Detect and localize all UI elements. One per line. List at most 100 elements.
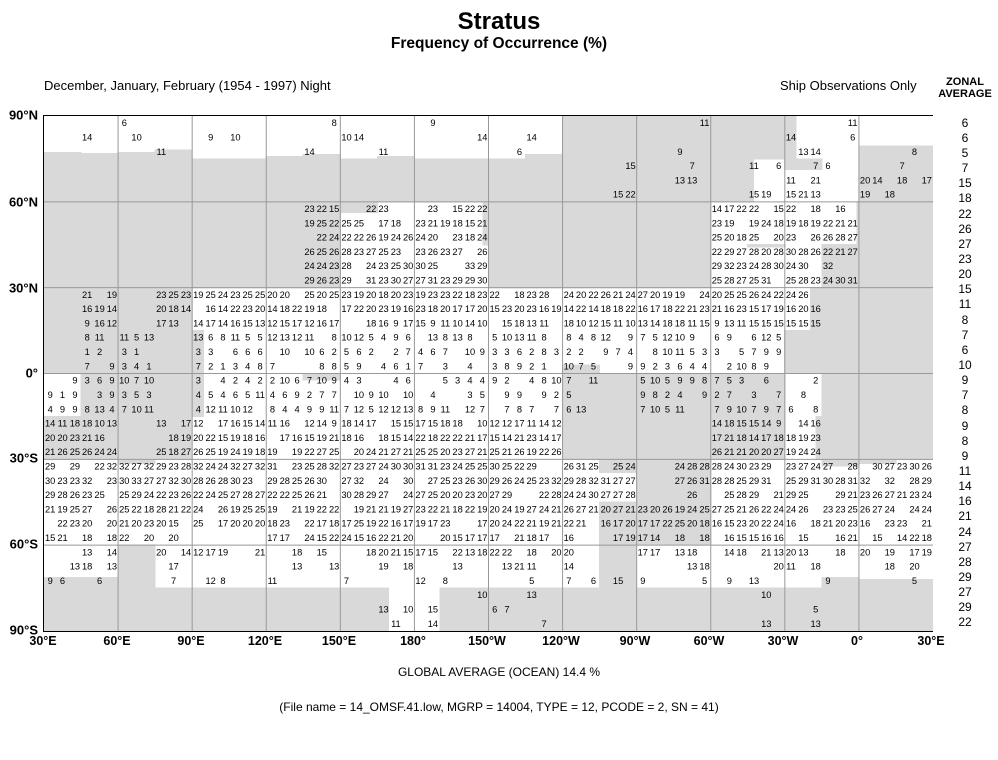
svg-text:12: 12 [415, 576, 425, 586]
svg-text:2: 2 [208, 361, 213, 371]
svg-text:30: 30 [391, 276, 401, 286]
svg-text:22: 22 [588, 290, 598, 300]
svg-text:10: 10 [625, 318, 635, 328]
svg-text:18: 18 [662, 318, 672, 328]
svg-text:18: 18 [885, 190, 895, 200]
svg-text:20: 20 [601, 504, 611, 514]
svg-text:19: 19 [366, 519, 376, 529]
svg-text:23: 23 [428, 290, 438, 300]
svg-text:22: 22 [736, 204, 746, 214]
svg-text:13: 13 [798, 547, 808, 557]
svg-text:11: 11 [58, 419, 68, 429]
svg-text:6: 6 [677, 361, 682, 371]
svg-text:7: 7 [554, 404, 559, 414]
svg-text:13: 13 [428, 333, 438, 343]
svg-text:23: 23 [502, 304, 512, 314]
svg-text:22: 22 [625, 190, 635, 200]
svg-text:10: 10 [736, 404, 746, 414]
svg-text:18: 18 [601, 304, 611, 314]
svg-text:21: 21 [687, 304, 697, 314]
svg-text:9: 9 [393, 333, 398, 343]
svg-text:28: 28 [280, 476, 290, 486]
svg-text:26: 26 [798, 290, 808, 300]
svg-text:11: 11 [379, 147, 389, 157]
svg-text:25: 25 [168, 290, 178, 300]
svg-text:25: 25 [292, 490, 302, 500]
svg-text:21: 21 [774, 490, 784, 500]
svg-text:23: 23 [848, 519, 858, 529]
svg-text:23: 23 [736, 261, 746, 271]
svg-text:21: 21 [736, 504, 746, 514]
svg-text:5: 5 [134, 390, 139, 400]
svg-text:17: 17 [539, 533, 549, 543]
svg-text:25: 25 [724, 290, 734, 300]
svg-text:20: 20 [798, 304, 808, 314]
svg-text:8: 8 [443, 333, 448, 343]
svg-text:22: 22 [625, 304, 635, 314]
svg-text:19: 19 [267, 447, 277, 457]
svg-text:20: 20 [391, 290, 401, 300]
svg-text:17: 17 [156, 318, 166, 328]
svg-text:13: 13 [156, 419, 166, 429]
svg-text:20: 20 [687, 519, 697, 529]
svg-text:5: 5 [690, 347, 695, 357]
svg-text:7: 7 [566, 376, 571, 386]
svg-text:23: 23 [403, 290, 413, 300]
svg-text:16: 16 [206, 304, 216, 314]
svg-text:22: 22 [823, 247, 833, 257]
svg-text:9: 9 [776, 419, 781, 429]
svg-text:29: 29 [267, 476, 277, 486]
svg-text:27: 27 [712, 504, 722, 514]
svg-text:13: 13 [749, 576, 759, 586]
svg-text:5: 5 [739, 347, 744, 357]
svg-text:19: 19 [774, 304, 784, 314]
svg-text:23: 23 [835, 504, 845, 514]
svg-text:10: 10 [452, 318, 462, 328]
svg-text:26: 26 [811, 247, 821, 257]
svg-text:32: 32 [193, 462, 203, 472]
svg-text:21: 21 [45, 447, 55, 457]
svg-text:14: 14 [897, 533, 907, 543]
svg-text:7: 7 [529, 404, 534, 414]
svg-text:9: 9 [208, 133, 213, 143]
svg-text:19: 19 [181, 433, 191, 443]
svg-text:29: 29 [452, 276, 462, 286]
svg-text:13: 13 [502, 562, 512, 572]
svg-text:23: 23 [452, 233, 462, 243]
svg-text:20: 20 [724, 233, 734, 243]
svg-text:6: 6 [233, 390, 238, 400]
svg-text:19: 19 [724, 218, 734, 228]
svg-text:8: 8 [332, 361, 337, 371]
svg-text:19: 19 [230, 433, 240, 443]
svg-text:28: 28 [243, 490, 253, 500]
svg-text:8: 8 [258, 361, 263, 371]
svg-text:22: 22 [193, 490, 203, 500]
svg-text:9: 9 [430, 404, 435, 414]
svg-text:20: 20 [514, 304, 524, 314]
svg-text:20: 20 [144, 533, 154, 543]
svg-text:14: 14 [107, 304, 117, 314]
svg-text:5: 5 [912, 576, 917, 586]
svg-text:22: 22 [539, 490, 549, 500]
svg-text:9: 9 [356, 361, 361, 371]
svg-text:17: 17 [206, 318, 216, 328]
svg-text:25: 25 [724, 490, 734, 500]
svg-text:14: 14 [218, 304, 228, 314]
svg-text:14: 14 [724, 547, 734, 557]
svg-text:8: 8 [418, 404, 423, 414]
svg-text:15: 15 [354, 533, 364, 543]
svg-text:25: 25 [329, 290, 339, 300]
svg-text:20: 20 [378, 547, 388, 557]
svg-text:25: 25 [786, 276, 796, 286]
svg-text:5: 5 [369, 333, 374, 343]
svg-text:13: 13 [687, 175, 697, 185]
svg-text:5: 5 [480, 390, 485, 400]
svg-text:21: 21 [724, 433, 734, 443]
svg-text:19: 19 [391, 304, 401, 314]
svg-text:24: 24 [625, 462, 635, 472]
svg-text:24: 24 [230, 447, 240, 457]
svg-text:7: 7 [480, 404, 485, 414]
svg-text:26: 26 [403, 233, 413, 243]
svg-text:2: 2 [393, 347, 398, 357]
svg-text:25: 25 [119, 490, 129, 500]
